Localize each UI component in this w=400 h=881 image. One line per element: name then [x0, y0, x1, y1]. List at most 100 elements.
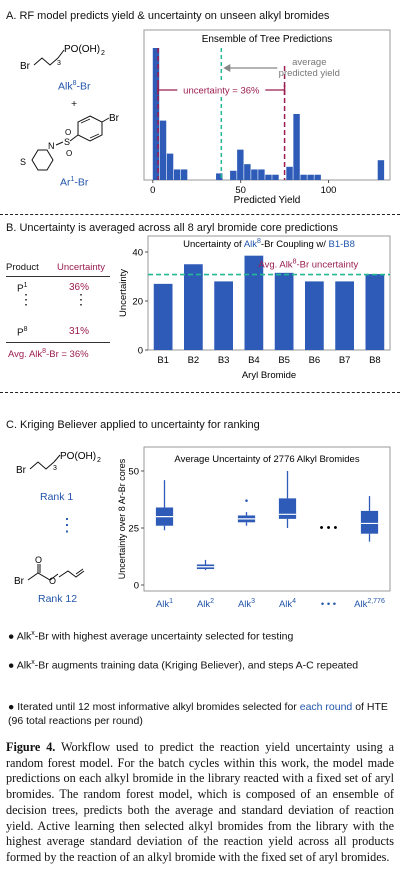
y-tick-label: 20: [132, 297, 143, 308]
y-tick-label: 25: [128, 524, 139, 535]
category-label: Alk2: [197, 598, 214, 610]
alkyl-bromide-structure-rank12: Br O O: [14, 556, 85, 587]
bullet-2: ● Alkx-Br augments training data (Krigin…: [8, 659, 359, 672]
plus-sign: +: [71, 98, 78, 110]
table-rule: [6, 342, 110, 343]
y-axis-label: Uncertainty over 8 Ar-Br cores: [118, 458, 127, 579]
histogram-bar: [159, 120, 167, 180]
row-ellipsis: ⋮: [19, 291, 33, 307]
rank-1-label: Rank 1: [40, 491, 74, 503]
row8-product: P8: [17, 326, 28, 339]
chain-length-subscript: 3: [53, 465, 57, 472]
chart-title: Ensemble of Tree Predictions: [202, 34, 333, 45]
box: [278, 498, 297, 519]
y-tick-label: 0: [134, 581, 139, 592]
bond: [75, 568, 84, 575]
average-uncertainty-label: Avg. Alk8-Br uncertainty: [258, 259, 358, 271]
ellipsis: • • •: [320, 522, 338, 534]
histogram-bar: [258, 169, 265, 180]
bar: [183, 264, 203, 350]
bar: [214, 281, 234, 350]
histogram-bar: [216, 173, 223, 180]
histogram-bar: [314, 174, 321, 180]
atom-o: O: [35, 556, 42, 565]
alkyl-bromide-structure-rank1: Br 3 PO(OH) 2: [16, 451, 101, 476]
average-label-2: predicted yield: [279, 68, 340, 79]
phosphonic-subscript: 2: [101, 50, 105, 57]
uncertainty-bar-chart: Uncertainty of Alk8-Br Coupling w/ B1-B8…: [118, 235, 391, 381]
col-header-product: Product: [6, 262, 39, 273]
bar: [335, 281, 355, 350]
bond: [80, 118, 91, 124]
box: [360, 510, 379, 534]
category-label: Alk4: [279, 598, 296, 610]
histogram-bar: [166, 153, 174, 180]
histogram-bar: [180, 169, 188, 180]
average-arrowhead: [223, 64, 231, 72]
bond: [55, 141, 64, 146]
atom-s: S: [20, 157, 26, 167]
x-tick-label: 0: [150, 185, 155, 196]
sulfonyl-o: O: [66, 149, 72, 158]
separator-a: [0, 214, 400, 215]
x-tick-label: B2: [188, 355, 200, 366]
histogram-bar: [244, 164, 251, 180]
histogram-bar: [300, 174, 307, 180]
bar: [153, 283, 173, 350]
x-tick-label: B8: [369, 355, 381, 366]
aryl-bromide-structure: Br S O O N S: [20, 113, 120, 171]
sulfonyl-s: S: [64, 137, 70, 147]
caption-text: Workflow used to predict the reaction yi…: [6, 740, 394, 864]
atom-br: Br: [16, 465, 27, 476]
uncertainty-box-plot: Average Uncertainty of 2776 Alkyl Bromid…: [118, 446, 391, 610]
table-rule: [6, 276, 110, 277]
x-tick-label: B1: [157, 355, 169, 366]
bullet-3: ● Iterated until 12 most informative alk…: [8, 701, 388, 727]
bullet-1: ● Alkx-Br with highest average uncertain…: [8, 630, 294, 643]
atom-br: Br: [109, 113, 120, 124]
y-axis-label: Uncertainty: [118, 269, 129, 317]
atom-br: Br: [20, 61, 31, 72]
histogram-bar: [265, 174, 272, 180]
row1-product: P1: [17, 282, 28, 295]
bond: [101, 117, 110, 123]
bond: [89, 133, 100, 139]
bar: [244, 255, 264, 350]
bond: [69, 134, 79, 142]
plot-frame: [143, 29, 391, 181]
plot-frame: [143, 446, 391, 592]
histogram-bar: [307, 174, 314, 180]
bond: [57, 49, 65, 59]
category-label: Alk2,776: [354, 598, 385, 610]
chart-title: Average Uncertainty of 2776 Alkyl Bromid…: [174, 454, 359, 465]
x-tick-label: 50: [235, 185, 246, 196]
chain-length-subscript: 3: [57, 60, 61, 67]
y-tick-label: 0: [138, 346, 143, 357]
alk8-label: Alk8-Br: [58, 80, 91, 93]
ester-chain: [27, 572, 59, 581]
bar: [365, 274, 385, 350]
sulfonyl-o: O: [65, 128, 71, 137]
x-tick-label: B7: [339, 355, 351, 366]
histogram-bar: [251, 169, 258, 180]
average-label: average: [292, 57, 326, 68]
rank-ellipsis: ⋮: [58, 515, 76, 535]
row8-value: 31%: [69, 326, 90, 337]
x-tick-label: B3: [218, 355, 230, 366]
panel-b-header: B. Uncertainty is averaged across all 8 …: [6, 222, 338, 234]
alkyl-chain: [29, 461, 55, 470]
allyl-chain: [58, 570, 85, 578]
atom-br: Br: [14, 576, 25, 587]
atom-n: N: [48, 141, 55, 151]
category-label: Alk3: [238, 598, 255, 610]
thiomorpholine-ring: [31, 149, 54, 171]
x-tick-label: 100: [321, 185, 337, 196]
phosphonic-subscript: 2: [97, 457, 101, 464]
chart-title: Uncertainty of Alk8-Br Coupling w/ B1-B8: [183, 238, 355, 250]
figure-label: Figure 4.: [6, 740, 56, 754]
category-label: • • •: [321, 599, 336, 610]
ar1-label: Ar1-Br: [60, 176, 89, 189]
col-header-uncertainty: Uncertainty: [57, 262, 106, 273]
histogram-bar: [377, 160, 385, 180]
phosphonic-acid-group: PO(OH): [64, 44, 100, 55]
